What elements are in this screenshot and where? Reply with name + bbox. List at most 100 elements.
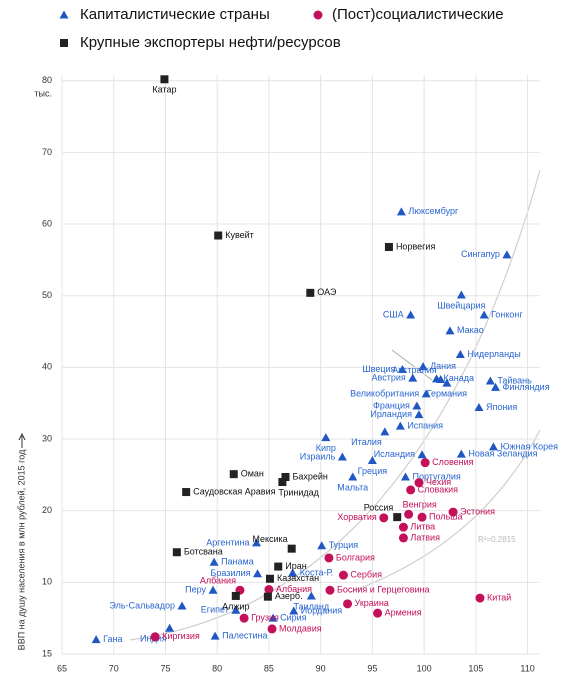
point (445, 326, 455, 335)
y-tick-label: 15 (42, 648, 52, 658)
point (165, 623, 175, 632)
point-label: Израиль (300, 451, 336, 461)
point (337, 452, 347, 461)
point-label: Венгрия (403, 500, 437, 510)
point-label: Латвия (410, 532, 440, 542)
point (397, 365, 407, 374)
x-tick-label: 80 (212, 663, 222, 673)
point-label: Италия (351, 437, 382, 447)
point-label: Литва (410, 522, 435, 532)
point (348, 472, 358, 481)
point-label: Оман (241, 469, 264, 479)
point-label: Гонконг (491, 309, 523, 319)
point-label: Словения (432, 457, 474, 467)
point (400, 472, 410, 481)
axis-arrow-head (18, 432, 26, 441)
point-label: Великобритания (350, 388, 419, 398)
point-label: Россия (364, 503, 394, 513)
point-label: Босния и Герцеговина (337, 585, 430, 595)
point (479, 310, 489, 319)
point-label: Иран (285, 561, 306, 571)
point (182, 488, 191, 497)
point-label: Франция (373, 400, 410, 410)
point (306, 591, 316, 600)
point (263, 592, 272, 601)
point (306, 288, 315, 297)
point (274, 562, 283, 571)
point-label: Тайвань (497, 375, 532, 385)
point (488, 442, 498, 451)
point (408, 373, 418, 382)
point (406, 310, 416, 319)
point-label: Австралия (392, 365, 437, 375)
point-label: Киргизия (162, 631, 200, 641)
point-label: Чехия (426, 477, 451, 487)
point-label: Гана (103, 634, 122, 644)
point (160, 75, 169, 84)
plot-area (62, 75, 540, 654)
x-tick-label: 85 (264, 663, 274, 673)
point-label: Австрия (372, 372, 406, 382)
point (421, 389, 431, 398)
point (321, 433, 331, 442)
point (436, 375, 446, 384)
point (229, 470, 238, 479)
point-label: Азерб. (275, 591, 303, 601)
point (398, 522, 408, 532)
point (502, 250, 512, 259)
point (289, 606, 299, 615)
point-label: Макао (457, 325, 484, 335)
point-label: Кувейт (225, 230, 254, 240)
point (395, 421, 405, 430)
point-label: Таиланд (294, 601, 330, 611)
point (209, 557, 219, 566)
legend-label: (Пост)социалистические (332, 6, 504, 23)
x-tick-label: 95 (367, 663, 377, 673)
point (456, 449, 466, 458)
point-label: Саудовская Аравия (193, 486, 275, 496)
point (172, 548, 181, 557)
point-label: Ботсвана (184, 547, 223, 557)
point (231, 605, 241, 614)
point (91, 635, 101, 644)
point-label: Албания (200, 576, 236, 586)
point (214, 231, 223, 240)
point (317, 541, 327, 550)
y-tick-label: 10 (42, 577, 52, 587)
point-label: Польша (429, 512, 462, 522)
point (420, 458, 430, 468)
point (398, 533, 408, 543)
point-label: Палестина (222, 630, 267, 640)
y-axis-title: ВВП на душу населения в млн рублей, 2015… (16, 449, 26, 650)
x-tick-label: 65 (57, 663, 67, 673)
point-label: Египет (201, 605, 229, 615)
point (412, 401, 422, 410)
point (406, 485, 416, 495)
point (384, 242, 393, 251)
point-label: Бразилия (210, 568, 250, 578)
point-label: Исландия (374, 449, 415, 459)
point-label: Украина (355, 598, 389, 608)
x-tick-label: 100 (417, 663, 432, 673)
point-label: Китай (487, 592, 511, 602)
point (367, 456, 377, 465)
point (373, 608, 383, 618)
point (287, 544, 296, 553)
point (150, 632, 160, 642)
point-label: Алжир (222, 601, 249, 611)
point-label: США (383, 309, 404, 319)
point (343, 599, 353, 609)
point-label: Эль-Сальвадор (109, 600, 175, 610)
point-label: Кипр (316, 443, 336, 453)
point-label: Япония (486, 402, 517, 412)
point (379, 513, 389, 523)
point (474, 402, 484, 411)
point-label: Мальта (337, 482, 368, 492)
trend-line (129, 169, 541, 641)
point-label: Дания (430, 361, 456, 371)
point-label: Сирия (280, 613, 307, 623)
point (231, 591, 240, 600)
legend-marker (60, 39, 68, 47)
point (456, 290, 466, 299)
point-label: Албания (276, 584, 312, 594)
